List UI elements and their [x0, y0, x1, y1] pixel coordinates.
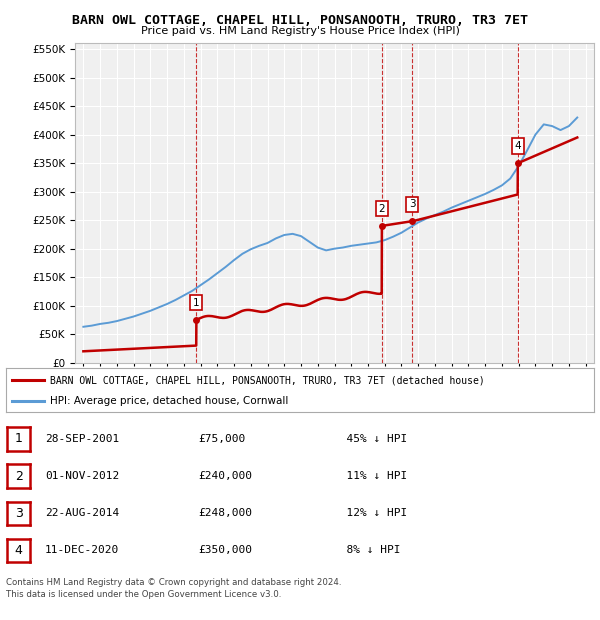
- Text: 3: 3: [409, 199, 415, 209]
- Text: HPI: Average price, detached house, Cornwall: HPI: Average price, detached house, Corn…: [50, 396, 289, 406]
- Point: [377, 221, 386, 231]
- Text: £248,000: £248,000: [198, 508, 252, 518]
- Point: [191, 315, 201, 325]
- Text: 2: 2: [14, 470, 23, 482]
- Text: BARN OWL COTTAGE, CHAPEL HILL, PONSANOOTH, TRURO, TR3 7ET (detached house): BARN OWL COTTAGE, CHAPEL HILL, PONSANOOT…: [50, 375, 485, 385]
- Text: 28-SEP-2001: 28-SEP-2001: [45, 433, 119, 444]
- Text: 11% ↓ HPI: 11% ↓ HPI: [333, 471, 407, 481]
- Text: 12% ↓ HPI: 12% ↓ HPI: [333, 508, 407, 518]
- Text: 8% ↓ HPI: 8% ↓ HPI: [333, 545, 401, 556]
- Text: 3: 3: [14, 507, 23, 520]
- Point: [513, 158, 523, 168]
- Text: 45% ↓ HPI: 45% ↓ HPI: [333, 433, 407, 444]
- Text: 1: 1: [14, 433, 23, 445]
- Text: 2: 2: [379, 204, 385, 214]
- Text: £350,000: £350,000: [198, 545, 252, 556]
- Text: 22-AUG-2014: 22-AUG-2014: [45, 508, 119, 518]
- Text: Price paid vs. HM Land Registry's House Price Index (HPI): Price paid vs. HM Land Registry's House …: [140, 26, 460, 36]
- Point: [407, 216, 417, 226]
- Text: 01-NOV-2012: 01-NOV-2012: [45, 471, 119, 481]
- Text: BARN OWL COTTAGE, CHAPEL HILL, PONSANOOTH, TRURO, TR3 7ET: BARN OWL COTTAGE, CHAPEL HILL, PONSANOOT…: [72, 14, 528, 27]
- Text: Contains HM Land Registry data © Crown copyright and database right 2024.: Contains HM Land Registry data © Crown c…: [6, 578, 341, 587]
- Text: This data is licensed under the Open Government Licence v3.0.: This data is licensed under the Open Gov…: [6, 590, 281, 600]
- Text: 4: 4: [515, 141, 521, 151]
- Text: 11-DEC-2020: 11-DEC-2020: [45, 545, 119, 556]
- Text: £240,000: £240,000: [198, 471, 252, 481]
- Text: 1: 1: [193, 298, 200, 308]
- Text: £75,000: £75,000: [198, 433, 245, 444]
- Text: 4: 4: [14, 544, 23, 557]
